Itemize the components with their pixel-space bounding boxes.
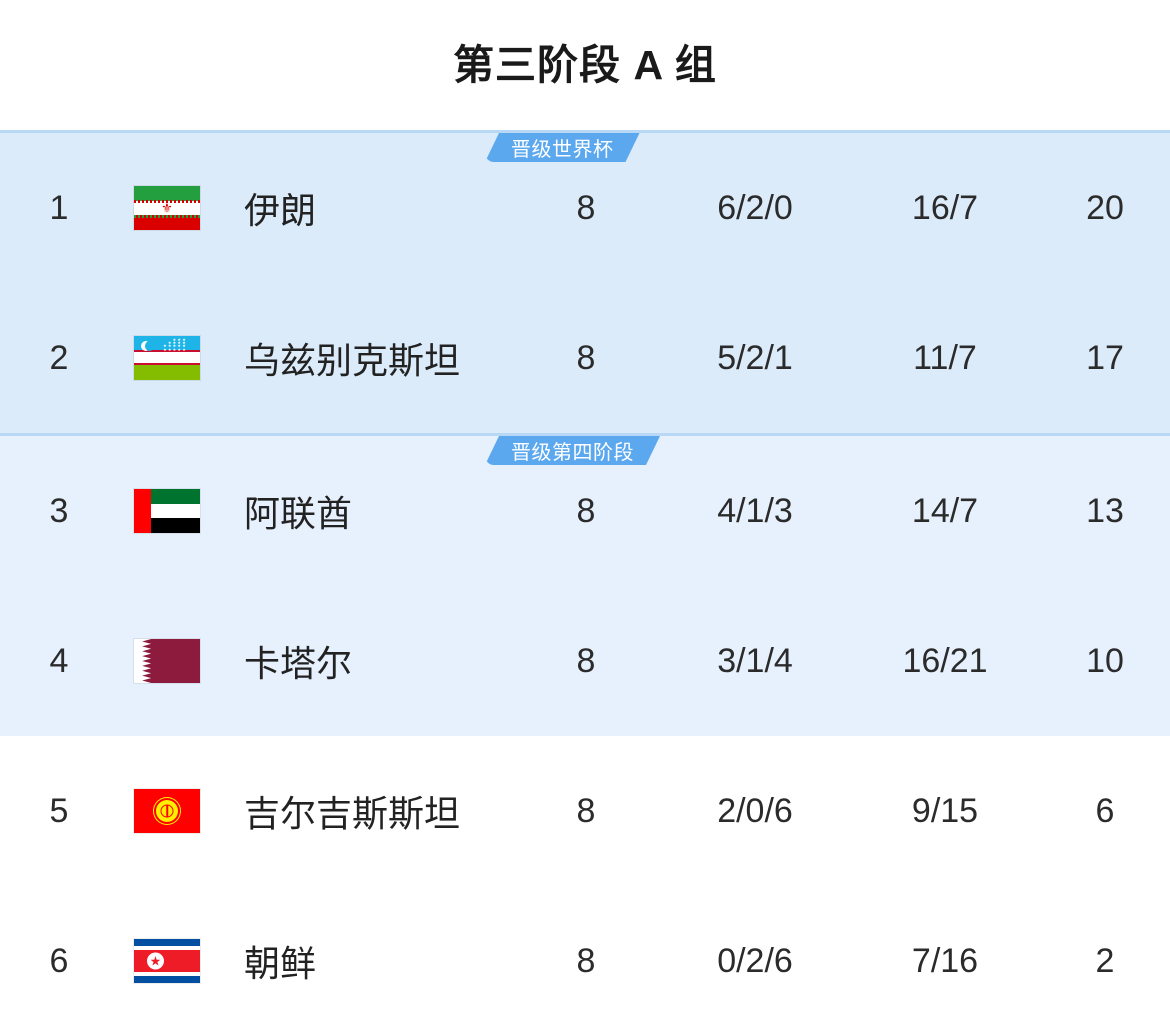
played-cell: 8: [576, 791, 596, 830]
flag-northkorea-icon: ★: [134, 939, 200, 983]
record-cell: 2/0/6: [717, 791, 793, 830]
flag-cell: [118, 489, 216, 533]
flag-qatar-icon: [134, 639, 200, 683]
qualification-badge-world-cup: 晋级世界杯: [485, 133, 640, 162]
rank-cell: 5: [49, 791, 69, 830]
flag-cell: [118, 639, 216, 683]
points-cell: 6: [1095, 791, 1115, 830]
goals-cell: 7/16: [911, 941, 979, 980]
table-row[interactable]: 5 吉尔吉斯斯坦 8 2/0/6 9/15 6: [0, 736, 1170, 886]
goals-cell: 16/7: [911, 188, 979, 227]
points-cell: 17: [1086, 338, 1124, 377]
table-row[interactable]: 3 阿联酋 8 4/1/3 14/7 13: [0, 436, 1170, 586]
record-cell: 4/1/3: [717, 491, 793, 530]
rank-cell: 3: [49, 491, 69, 530]
table-row[interactable]: 2 ★★★ ★★★★ ★★★★★ ★★★★★ 乌兹别克斯坦 8 5/2/1 11/7 …: [0, 283, 1170, 433]
flag-kyrgyzstan-icon: [134, 789, 200, 833]
points-cell: 20: [1086, 188, 1124, 227]
rank-cell: 2: [49, 338, 69, 377]
played-cell: 8: [576, 941, 596, 980]
table-row[interactable]: 4 卡塔尔 8 3/1/4 16/21 10: [0, 586, 1170, 736]
points-cell: 2: [1095, 941, 1115, 980]
flag-cell: [118, 789, 216, 833]
team-name-cell: 吉尔吉斯斯坦: [244, 793, 461, 834]
zone-eliminated: 5 吉尔吉斯斯坦 8 2/0/6 9/15 6 6: [0, 736, 1170, 1036]
goals-cell: 14/7: [911, 491, 979, 530]
team-name-cell: 阿联酋: [244, 493, 353, 534]
goals-cell: 9/15: [911, 791, 979, 830]
team-name-cell: 乌兹别克斯坦: [244, 340, 461, 381]
table-row[interactable]: 6 ★ 朝鲜 8 0/2/6 7/16 2: [0, 886, 1170, 1036]
record-cell: 3/1/4: [717, 641, 793, 680]
played-cell: 8: [576, 491, 596, 530]
goals-cell: 16/21: [902, 641, 988, 680]
played-cell: 8: [576, 188, 596, 227]
rank-cell: 4: [49, 641, 69, 680]
record-cell: 0/2/6: [717, 941, 793, 980]
table-row[interactable]: 1 ⚜ 伊朗 8 6/2/0 16/7 20: [0, 133, 1170, 283]
rank-cell: 1: [49, 188, 69, 227]
zone-world-cup: 晋级世界杯 1 ⚜ 伊朗 8 6/2/0 16/7 20 2: [0, 130, 1170, 436]
goals-cell: 11/7: [913, 338, 977, 377]
record-cell: 6/2/0: [717, 188, 793, 227]
points-cell: 10: [1086, 641, 1124, 680]
record-cell: 5/2/1: [717, 338, 793, 377]
flag-uae-icon: [134, 489, 200, 533]
page-title: 第三阶段 A 组: [453, 41, 717, 88]
played-cell: 8: [576, 641, 596, 680]
flag-cell: ★: [118, 939, 216, 983]
played-cell: 8: [576, 338, 596, 377]
flag-uzbekistan-icon: ★★★ ★★★★ ★★★★★ ★★★★★: [134, 336, 200, 380]
rank-cell: 6: [49, 941, 69, 980]
points-cell: 13: [1086, 491, 1124, 530]
team-name-cell: 朝鲜: [244, 943, 317, 984]
page-header: 第三阶段 A 组: [0, 0, 1170, 130]
qualification-badge-round-four: 晋级第四阶段: [485, 436, 660, 465]
team-name-cell: 卡塔尔: [244, 643, 353, 684]
flag-cell: ⚜: [118, 186, 216, 230]
flag-cell: ★★★ ★★★★ ★★★★★ ★★★★★: [118, 336, 216, 380]
team-name-cell: 伊朗: [244, 190, 317, 231]
flag-iran-icon: ⚜: [134, 186, 200, 230]
zone-round-four: 晋级第四阶段 3 阿联酋 8 4/1/3 14/7 13 4: [0, 436, 1170, 736]
standings-table: 晋级世界杯 1 ⚜ 伊朗 8 6/2/0 16/7 20 2: [0, 130, 1170, 1036]
